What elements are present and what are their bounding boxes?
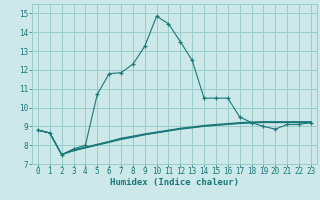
X-axis label: Humidex (Indice chaleur): Humidex (Indice chaleur) [110, 178, 239, 187]
